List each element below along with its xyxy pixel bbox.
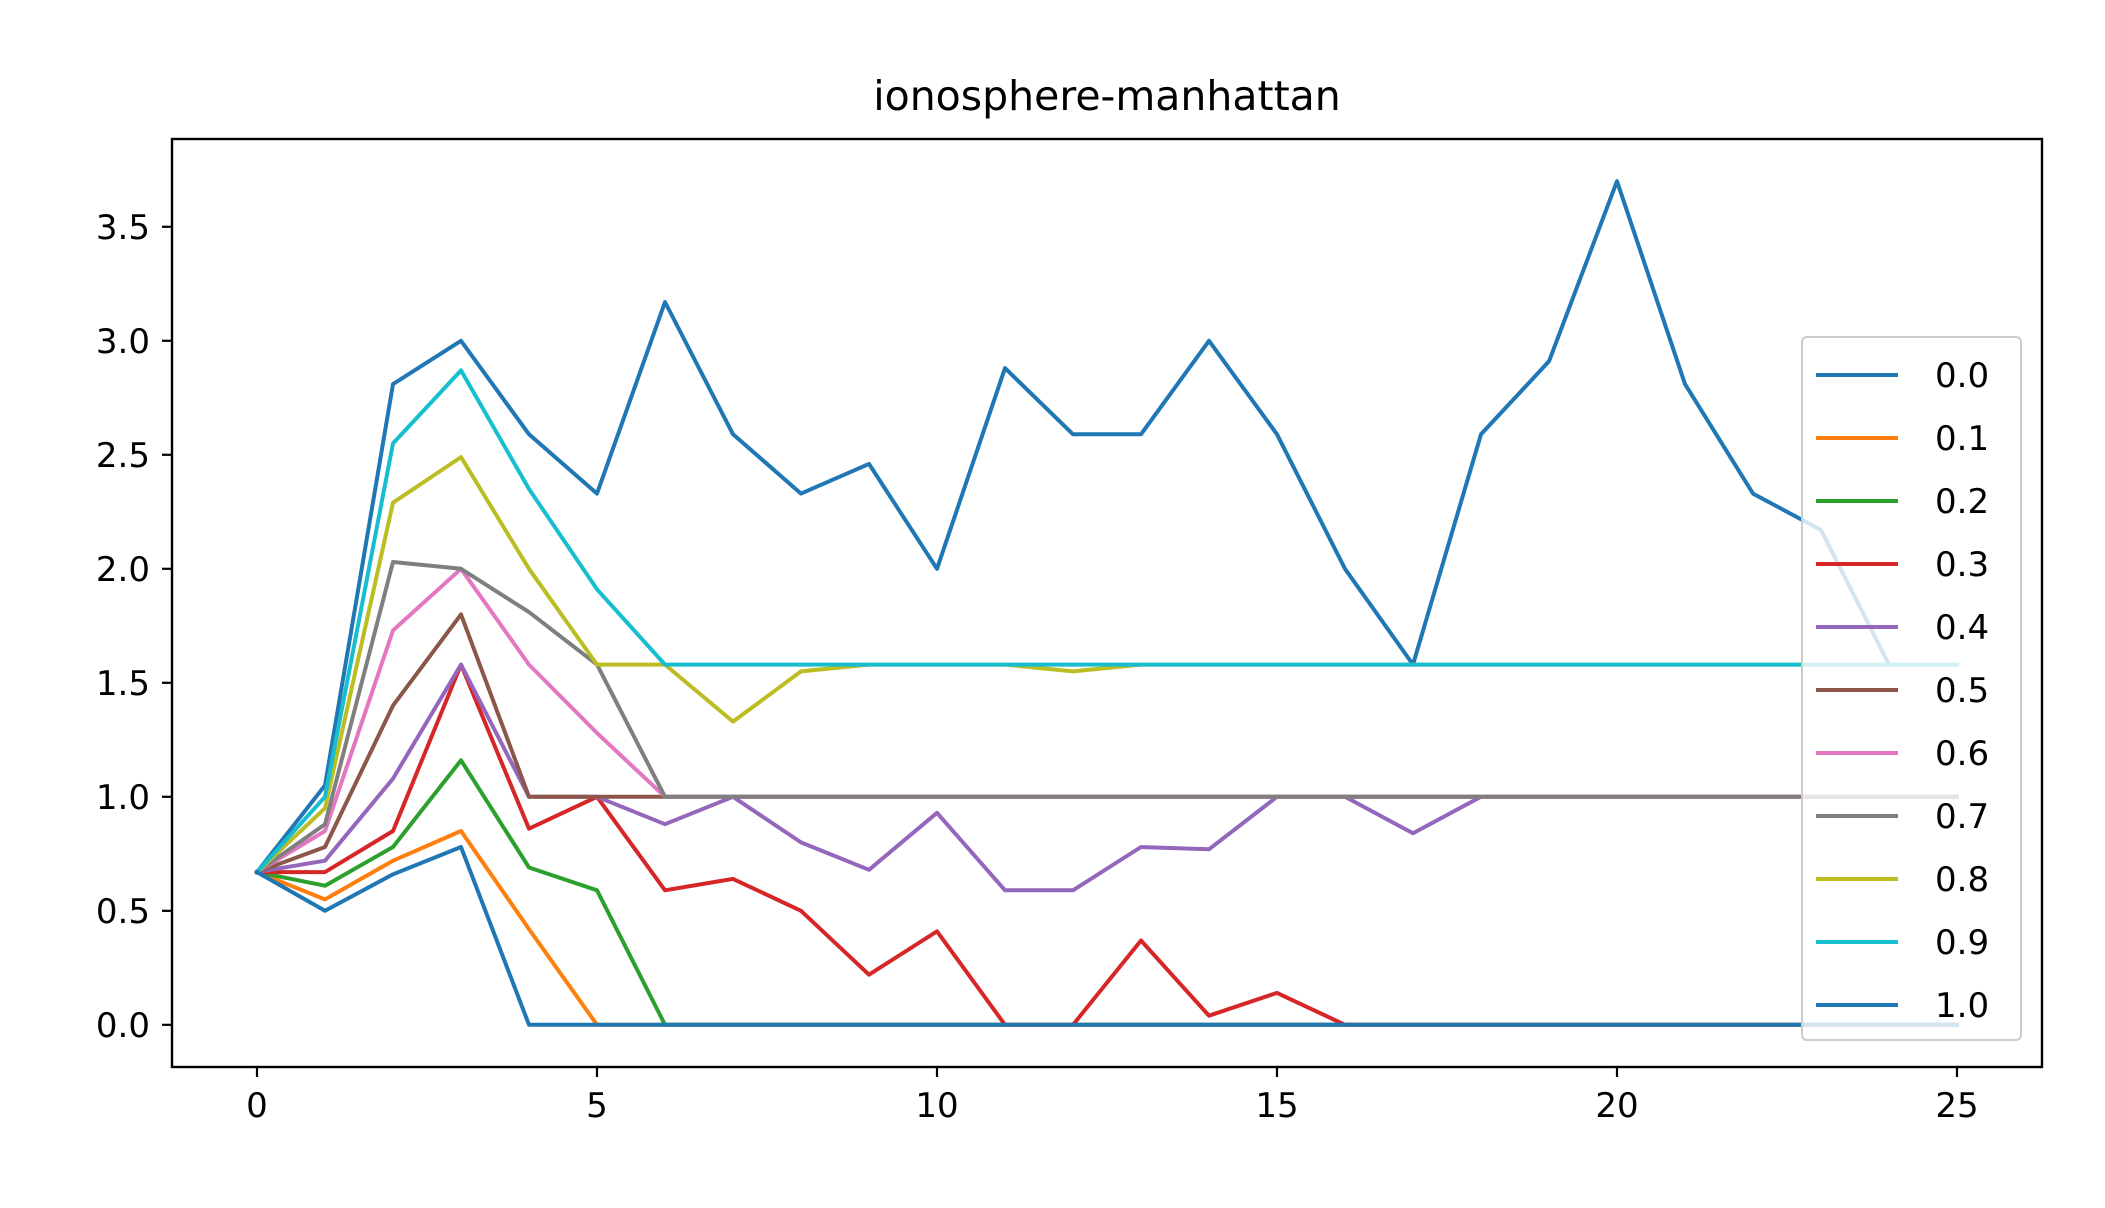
y-tick-label: 3.0 [96, 322, 150, 362]
series-layer [254, 179, 1959, 1027]
plot-frame [170, 137, 2044, 1069]
y-tick-label: 3.5 [96, 208, 150, 248]
y-tick-label: 1.0 [96, 778, 150, 818]
legend-label: 0.8 [1935, 860, 1989, 900]
y-tick-label: 2.0 [96, 550, 150, 590]
plot-area-background [172, 139, 2042, 1067]
x-tick-label: 15 [1255, 1086, 1298, 1126]
legend-label: 0.4 [1935, 608, 1989, 648]
legend-label: 0.7 [1935, 797, 1989, 837]
x-tick-label: 20 [1595, 1086, 1638, 1126]
series-line-0-9 [254, 368, 1959, 875]
y-tick-label: 2.5 [96, 436, 150, 476]
x-axis: 0 5 10 15 20 25 [246, 1067, 1979, 1126]
legend: 0.0 0.1 0.2 0.3 0.4 0.5 0.6 0.7 0.8 0.9 1.0 [1801, 336, 2022, 1041]
legend-label: 0.0 [1935, 356, 1989, 396]
series-line-0-7 [254, 560, 1959, 875]
legend-box [1801, 336, 2022, 1041]
x-tick-label: 5 [586, 1086, 608, 1126]
x-tick-label: 25 [1935, 1086, 1978, 1126]
legend-label: 0.2 [1935, 482, 1989, 522]
legend-label: 0.9 [1935, 923, 1989, 963]
y-tick-label: 0.5 [96, 892, 150, 932]
legend-label: 0.1 [1935, 419, 1989, 459]
y-tick-label: 1.5 [96, 664, 150, 704]
series-line-0-0 [254, 179, 1959, 875]
legend-label: 1.0 [1935, 986, 1989, 1026]
chart-title: ionosphere-manhattan [873, 72, 1341, 120]
series-line-1-0 [254, 845, 1959, 1027]
legend-label: 0.3 [1935, 545, 1989, 585]
x-tick-label: 0 [246, 1086, 268, 1126]
y-tick-label: 0.0 [96, 1006, 150, 1046]
legend-label: 0.6 [1935, 734, 1989, 774]
y-axis: 0.0 0.5 1.0 1.5 2.0 2.5 3.0 3.5 [96, 208, 172, 1046]
legend-label: 0.5 [1935, 671, 1989, 711]
x-tick-label: 10 [915, 1086, 958, 1126]
